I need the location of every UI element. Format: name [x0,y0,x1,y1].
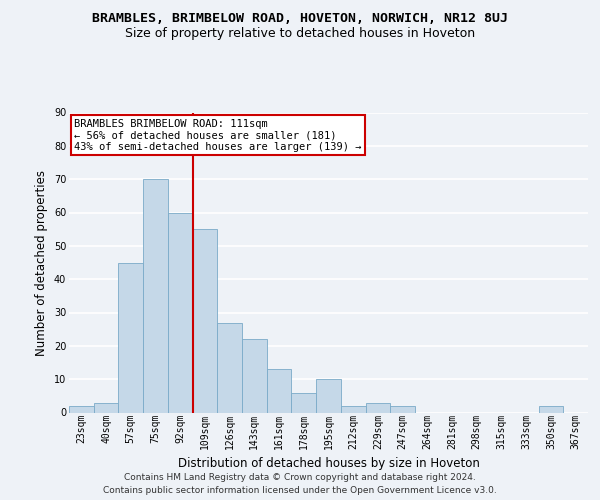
Text: Size of property relative to detached houses in Hoveton: Size of property relative to detached ho… [125,28,475,40]
Y-axis label: Number of detached properties: Number of detached properties [35,170,48,356]
Bar [292,392,316,412]
Bar [118,262,143,412]
Bar [316,379,341,412]
X-axis label: Distribution of detached houses by size in Hoveton: Distribution of detached houses by size … [178,458,479,470]
Bar [69,406,94,412]
Text: Contains public sector information licensed under the Open Government Licence v3: Contains public sector information licen… [103,486,497,495]
Bar [365,402,390,412]
Bar [242,339,267,412]
Bar [193,229,217,412]
Bar [94,402,118,412]
Bar [168,212,193,412]
Bar [539,406,563,412]
Bar [341,406,365,412]
Bar [217,322,242,412]
Text: Contains HM Land Registry data © Crown copyright and database right 2024.: Contains HM Land Registry data © Crown c… [124,472,476,482]
Bar [143,179,168,412]
Text: BRAMBLES, BRIMBELOW ROAD, HOVETON, NORWICH, NR12 8UJ: BRAMBLES, BRIMBELOW ROAD, HOVETON, NORWI… [92,12,508,26]
Bar [390,406,415,412]
Bar [267,369,292,412]
Text: BRAMBLES BRIMBELOW ROAD: 111sqm
← 56% of detached houses are smaller (181)
43% o: BRAMBLES BRIMBELOW ROAD: 111sqm ← 56% of… [74,118,362,152]
